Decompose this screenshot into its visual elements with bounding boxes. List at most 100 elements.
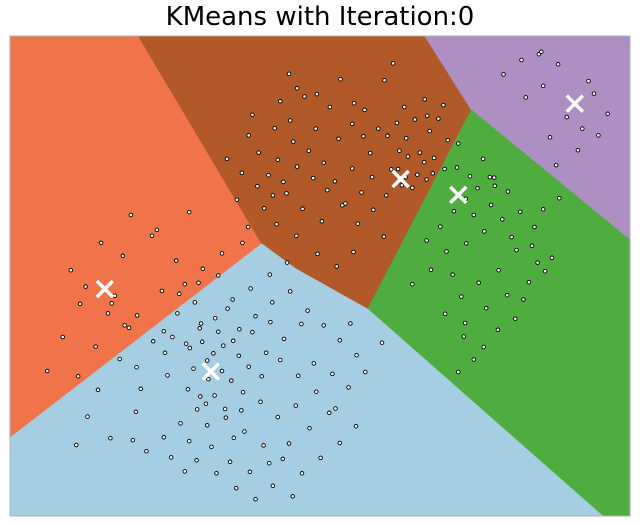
data-point — [311, 361, 317, 366]
data-point — [219, 368, 225, 374]
data-point — [467, 173, 473, 179]
data-point — [540, 83, 546, 89]
data-point — [216, 273, 221, 278]
data-point — [168, 455, 174, 460]
data-point — [456, 369, 461, 375]
data-point — [194, 458, 199, 463]
data-point — [318, 455, 323, 461]
data-point — [402, 104, 407, 110]
data-point — [230, 338, 236, 344]
data-point — [204, 423, 210, 428]
data-point — [274, 221, 279, 227]
data-point — [359, 190, 364, 195]
data-point — [519, 57, 524, 63]
data-point — [441, 102, 446, 108]
data-point — [430, 171, 436, 176]
data-point — [239, 170, 245, 176]
data-point — [256, 150, 261, 155]
data-point — [186, 209, 192, 215]
data-point — [351, 249, 356, 255]
data-point — [198, 394, 203, 399]
data-point — [394, 120, 400, 126]
data-point — [109, 301, 114, 306]
data-point — [294, 86, 300, 91]
data-point — [382, 77, 387, 83]
data-point — [362, 107, 367, 113]
data-point — [203, 401, 209, 406]
data-point — [438, 224, 443, 229]
data-point — [240, 240, 245, 246]
data-point — [315, 251, 320, 257]
data-point — [575, 147, 581, 153]
data-point — [128, 212, 134, 218]
data-point — [280, 456, 286, 462]
data-point — [286, 441, 292, 446]
data-point — [334, 264, 339, 269]
data-point — [287, 118, 293, 123]
data-point — [144, 448, 149, 454]
data-point — [523, 95, 529, 100]
data-point — [462, 320, 468, 326]
data-point — [410, 185, 415, 190]
data-point — [302, 94, 307, 99]
data-point — [178, 421, 183, 426]
data-point — [518, 209, 523, 214]
data-point — [182, 469, 188, 474]
chart-title: KMeans with Iteration:0 — [165, 2, 475, 32]
centroid-marker — [391, 169, 410, 189]
data-point — [337, 440, 343, 446]
data-point — [85, 414, 90, 419]
data-point — [287, 289, 293, 294]
data-point — [526, 279, 532, 285]
data-point — [376, 126, 381, 131]
centroid-marker — [201, 362, 221, 381]
data-point — [60, 334, 65, 340]
data-point — [216, 329, 221, 334]
data-point — [337, 338, 343, 343]
data-point — [245, 224, 251, 230]
data-point — [367, 150, 373, 156]
data-point — [270, 483, 276, 489]
data-point — [134, 364, 139, 370]
data-point — [219, 251, 225, 256]
data-point — [75, 374, 81, 379]
data-point — [196, 280, 201, 285]
data-point — [349, 166, 355, 171]
data-point — [547, 135, 553, 140]
data-point — [266, 460, 272, 466]
data-point — [270, 193, 276, 198]
data-point — [605, 111, 610, 117]
data-point — [464, 241, 469, 246]
data-point — [492, 183, 498, 189]
data-point — [267, 272, 273, 277]
data-point — [281, 179, 286, 185]
data-point — [83, 284, 88, 289]
data-point — [284, 260, 290, 265]
data-point — [98, 240, 104, 246]
data-point — [270, 300, 275, 305]
data-point — [431, 155, 437, 161]
data-point — [223, 415, 229, 420]
data-point — [325, 187, 330, 193]
data-point — [371, 207, 376, 213]
data-point — [504, 292, 510, 298]
data-point — [221, 343, 226, 348]
data-point — [596, 133, 601, 138]
data-point — [117, 356, 122, 362]
data-point — [299, 471, 305, 476]
data-point — [278, 99, 283, 104]
data-point — [299, 321, 304, 327]
data-point — [134, 313, 140, 318]
data-point — [198, 321, 204, 326]
data-point — [138, 386, 144, 392]
data-point — [444, 249, 449, 254]
data-point — [173, 258, 179, 263]
data-point — [211, 351, 216, 356]
data-point — [422, 97, 428, 102]
data-point — [165, 373, 170, 378]
data-point — [247, 469, 253, 475]
data-point — [314, 91, 320, 97]
data-point — [236, 353, 242, 358]
data-point — [310, 175, 316, 181]
data-point — [361, 134, 366, 139]
